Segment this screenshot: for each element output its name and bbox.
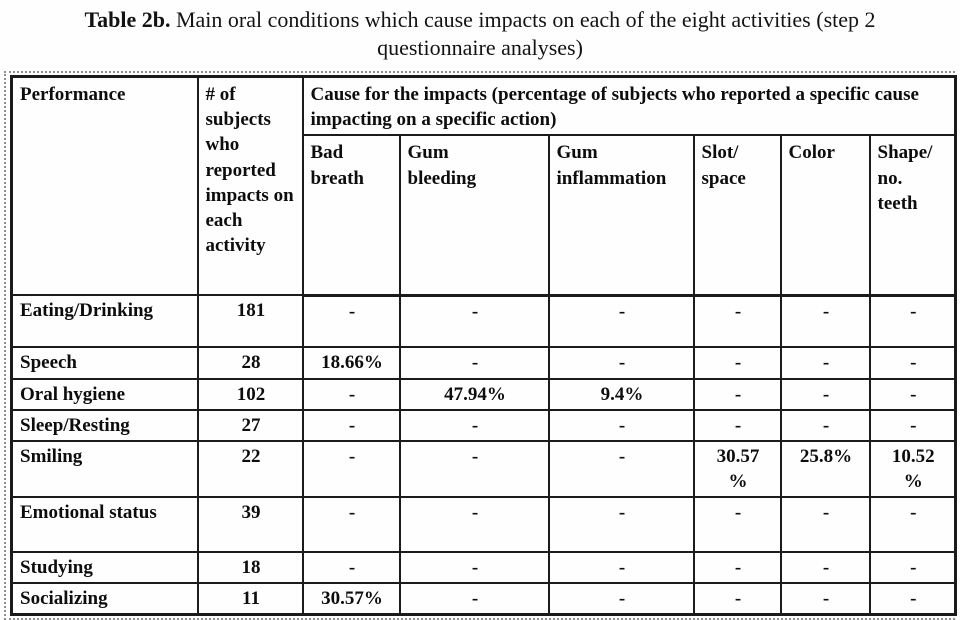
table-row-speech: Speech 28 18.66% - - - - - <box>10 346 957 380</box>
cause-cell: - <box>398 495 550 553</box>
cause-cell: - <box>779 495 871 553</box>
activity-cell: Emotional status <box>10 495 199 553</box>
cause-cell: - <box>779 294 871 349</box>
col-header-shape-no-teeth: Shape/ no. teeth <box>868 134 957 297</box>
table-row-emotional-status: Emotional status 39 - - - - - - <box>10 495 957 553</box>
cause-cell: - <box>692 294 782 349</box>
subjects-cell: 181 <box>196 294 304 349</box>
cause-cell: - <box>301 495 401 553</box>
cause-cell: - <box>398 550 550 584</box>
cause-cell: - <box>547 495 695 553</box>
col-header-slot-space: Slot/ space <box>692 134 782 297</box>
activity-cell: Sleep/Resting <box>10 408 199 442</box>
cause-cell: 10.52 % <box>868 439 957 498</box>
cause-cell: - <box>398 439 550 498</box>
cause-cell: - <box>547 408 695 442</box>
cause-cell: - <box>547 439 695 498</box>
cause-cell: - <box>547 294 695 349</box>
col-header-gum-bleeding: Gum bleeding <box>398 134 550 297</box>
cause-cell: - <box>301 294 401 349</box>
cause-cell: - <box>301 408 401 442</box>
col-header-bad-breath: Bad breath <box>301 134 401 297</box>
cause-cell: - <box>398 408 550 442</box>
col-header-subjects: # of subjects who reported impacts on ea… <box>196 75 304 297</box>
activity-cell: Oral hygiene <box>10 377 199 411</box>
cause-cell: 25.8% <box>779 439 871 498</box>
cause-cell: - <box>868 495 957 553</box>
cause-cell: - <box>868 346 957 380</box>
cause-cell: - <box>301 550 401 584</box>
cause-cell: - <box>398 346 550 380</box>
cause-cell: - <box>692 346 782 380</box>
col-header-performance: Performance <box>10 75 199 297</box>
subjects-cell: 27 <box>196 408 304 442</box>
table-row-smiling: Smiling 22 - - - 30.57 % 25.8% 10.52 % <box>10 439 957 498</box>
table-caption-label: Table 2b. <box>84 7 171 32</box>
table-row-sleep-resting: Sleep/Resting 27 - - - - - - <box>10 408 957 442</box>
cause-cell: - <box>692 495 782 553</box>
cause-cell: - <box>301 439 401 498</box>
cause-cell: 30.57 % <box>692 439 782 498</box>
cause-cell: - <box>692 408 782 442</box>
subjects-cell: 18 <box>196 550 304 584</box>
cause-cell: - <box>301 377 401 411</box>
cause-cell: - <box>868 408 957 442</box>
cause-cell: - <box>398 294 550 349</box>
table-caption-text: Main oral conditions which cause impacts… <box>170 7 876 61</box>
cause-cell: - <box>868 377 957 411</box>
cause-cell: - <box>868 550 957 584</box>
cause-cell: - <box>692 377 782 411</box>
table-scan-frame: Performance # of subjects who reported i… <box>4 71 958 620</box>
header-row-top: Performance # of subjects who reported i… <box>10 75 957 297</box>
cause-cell: 18.66% <box>301 346 401 380</box>
subjects-cell: 39 <box>196 495 304 553</box>
table-row-eating-drinking: Eating/Drinking 181 - - - - - - <box>10 294 957 349</box>
col-header-color: Color <box>779 134 871 297</box>
cause-cell: 9.4% <box>547 377 695 411</box>
subjects-cell: 102 <box>196 377 304 411</box>
col-header-cause-group: Cause for the impacts (percentage of sub… <box>301 75 957 137</box>
activity-cell: Studying <box>10 550 199 584</box>
cause-cell: - <box>779 377 871 411</box>
table-row-oral-hygiene: Oral hygiene 102 - 47.94% 9.4% - - - <box>10 377 957 411</box>
table-row-studying: Studying 18 - - - - - - <box>10 550 957 584</box>
subjects-cell: 28 <box>196 346 304 380</box>
header-row-causes: Bad breath Gum bleeding Gum inflammation… <box>12 134 957 297</box>
table-caption: Table 2b. Main oral conditions which cau… <box>0 0 960 62</box>
col-header-gum-inflammation: Gum inflammation <box>547 134 695 297</box>
oral-conditions-impact-table: Performance # of subjects who reported i… <box>10 75 958 617</box>
subjects-cell: 22 <box>196 439 304 498</box>
cause-cell: - <box>547 346 695 380</box>
activity-cell: Speech <box>10 346 199 380</box>
cause-cell: - <box>779 346 871 380</box>
activity-cell: Smiling <box>10 439 199 498</box>
cause-cell: - <box>692 550 782 584</box>
activity-cell: Eating/Drinking <box>10 294 199 349</box>
cause-cell: 47.94% <box>398 377 550 411</box>
cause-cell: - <box>779 408 871 442</box>
cause-cell: - <box>868 294 957 349</box>
cause-cell: - <box>547 550 695 584</box>
cause-cell: - <box>779 550 871 584</box>
